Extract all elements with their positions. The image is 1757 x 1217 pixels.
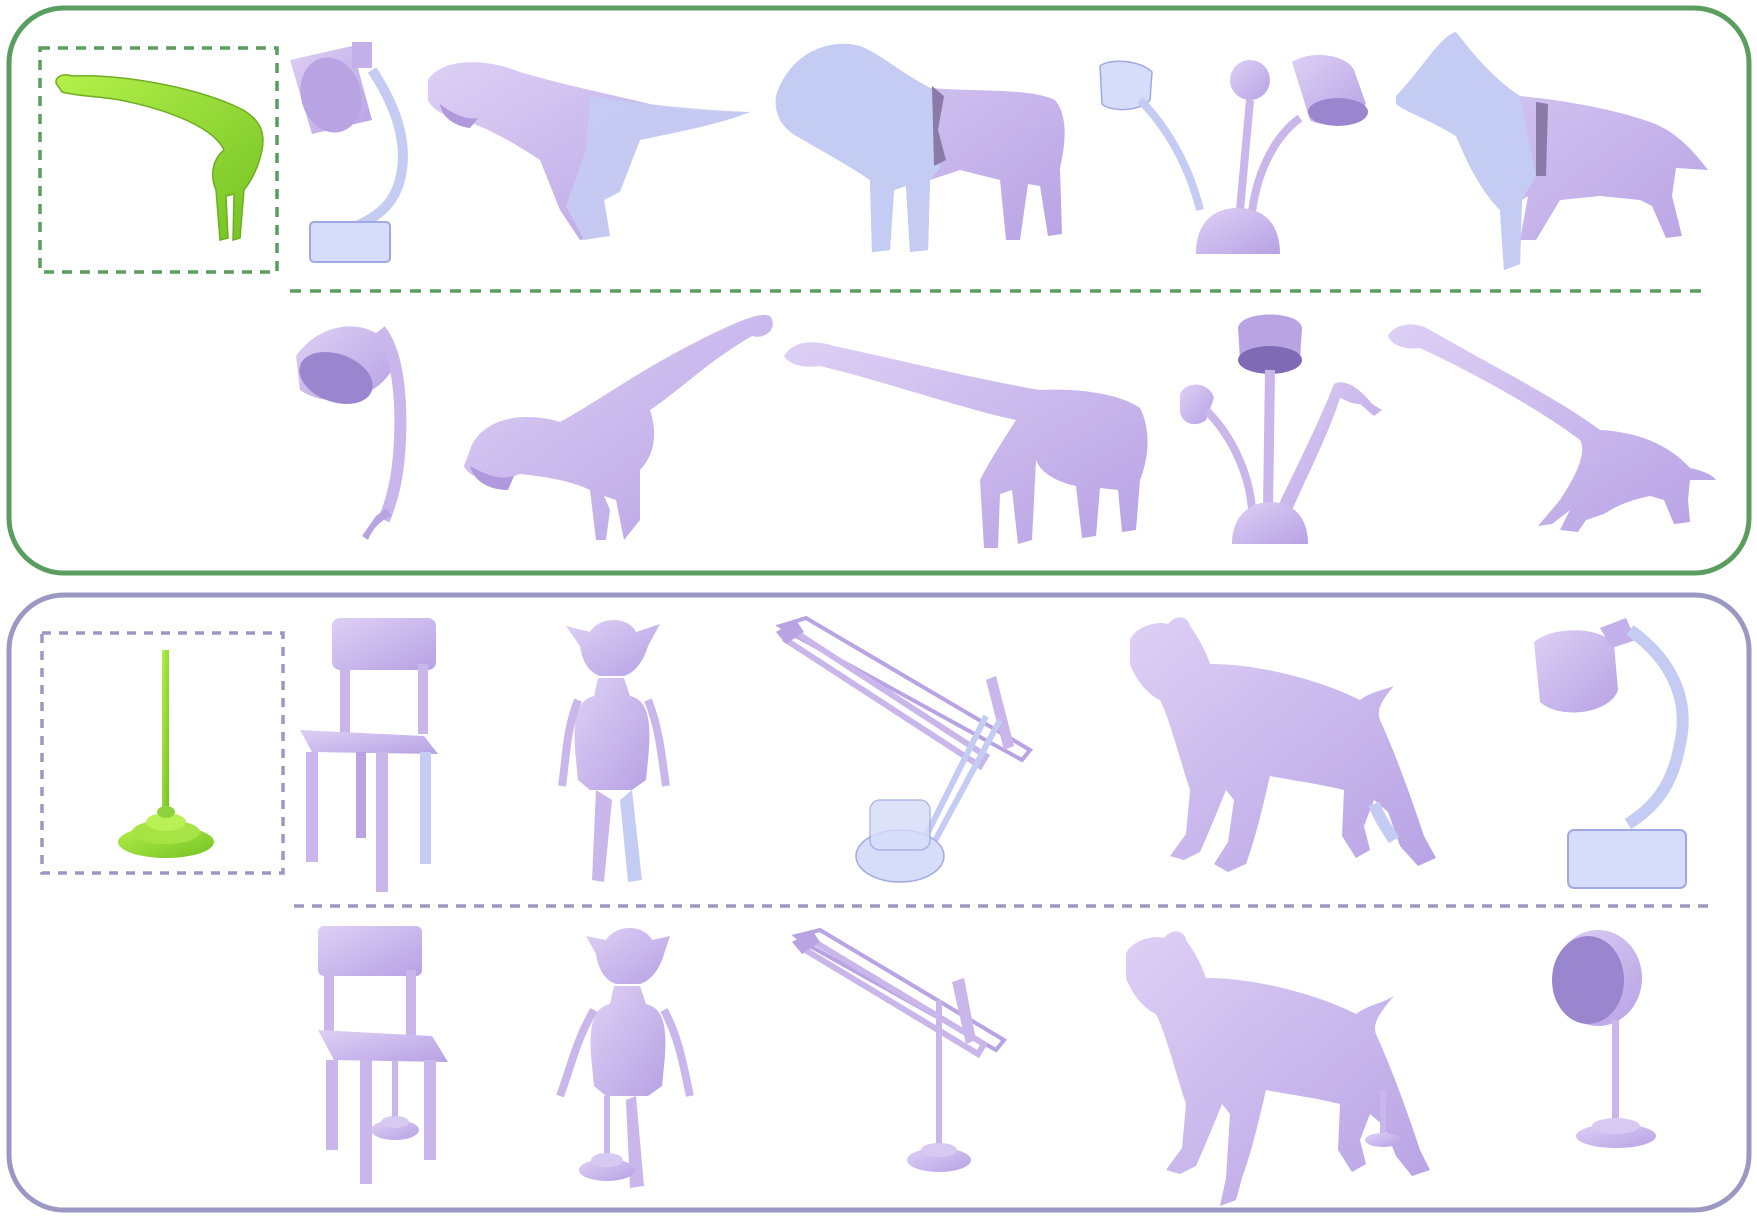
target-three-head-lamp xyxy=(1099,55,1368,254)
top-source-box xyxy=(38,46,279,274)
result-three-head-lamp-with-giraffe-neck xyxy=(1180,314,1382,544)
lamp-stand-source-part xyxy=(118,650,214,858)
bottom-source-box xyxy=(40,631,285,875)
target-dog xyxy=(1396,32,1708,270)
target-desk-lamp xyxy=(290,42,408,263)
result-dobby-with-lamp-stand xyxy=(556,928,694,1188)
result-t-rex-with-giraffe-neck xyxy=(464,315,773,540)
target-t-rex xyxy=(428,62,750,240)
target-desk-lamp-2 xyxy=(1534,618,1689,889)
target-architect-lamp xyxy=(775,615,1034,883)
result-dog-with-giraffe-neck xyxy=(1388,324,1716,532)
bottom-panel xyxy=(6,592,1752,1213)
result-desk-lamp-with-giraffe-neck xyxy=(296,326,407,540)
target-donkey xyxy=(775,43,1065,252)
bottom-panel-frame xyxy=(6,592,1752,1213)
giraffe-neck-source-part xyxy=(55,74,264,242)
result-donkey-with-giraffe-neck xyxy=(784,342,1148,548)
result-boxer-dog-with-lamp-stand xyxy=(1126,931,1430,1206)
target-chair xyxy=(300,618,438,892)
result-desk-lamp-with-lamp-stand xyxy=(1552,930,1656,1148)
top-panel-frame xyxy=(6,5,1752,576)
result-architect-lamp-with-lamp-stand xyxy=(791,927,1007,1172)
result-chair-with-lamp-stand xyxy=(318,926,448,1184)
target-dobby xyxy=(558,620,670,882)
target-boxer-dog xyxy=(1130,617,1436,872)
top-panel xyxy=(6,5,1752,576)
